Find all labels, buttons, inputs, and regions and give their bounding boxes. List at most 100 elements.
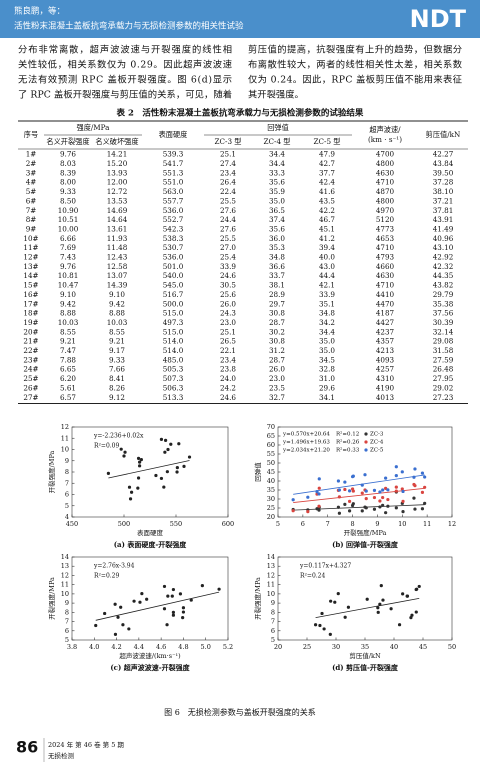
table-cell: 7.66 [109, 365, 125, 374]
scatter-point [347, 509, 352, 513]
table-cell: 43.91 [433, 215, 454, 224]
scatter-point [166, 447, 170, 452]
table-cell: 29.02 [433, 383, 454, 392]
trend-line [293, 504, 425, 511]
table-cell: 9.21 [109, 337, 125, 346]
y-tick-label: 6 [65, 491, 69, 499]
body-line: 其开裂强度。 [248, 89, 304, 101]
table-cell: 34.1 [319, 393, 335, 402]
scatter-point [181, 606, 186, 610]
table-cell: 31.58 [433, 346, 454, 355]
table-cell: 34.4 [269, 159, 285, 168]
scatter-point [363, 473, 367, 477]
table-cell: 530.7 [163, 243, 184, 252]
table-cell: 41.2 [319, 234, 335, 243]
scatter-point [337, 488, 341, 492]
x-tick-label: 35 [361, 643, 369, 651]
scatter-point [381, 495, 385, 500]
scatter-point [178, 592, 183, 596]
scatter-point [94, 623, 98, 628]
table-cell: 43.10 [433, 243, 454, 252]
table-cell: 35.38 [433, 299, 454, 308]
table-cell: 12.00 [107, 178, 128, 187]
y-tick-label: 9 [65, 599, 69, 607]
scatter-point [376, 610, 380, 614]
scatter-point [127, 485, 132, 489]
scatter-point [113, 602, 117, 606]
table-cell: 9.10 [60, 290, 76, 299]
scatter-point [412, 496, 416, 500]
row-label: 6# [26, 196, 37, 205]
y-tick-label: 10 [61, 446, 69, 454]
table-cell: 43.5 [319, 196, 335, 205]
table-cell: 23.0 [220, 318, 236, 327]
table-cell: 8.88 [60, 309, 76, 318]
row-label: 21# [23, 337, 38, 346]
table-cell: 34.8 [319, 309, 335, 318]
table-cell: 42.27 [433, 150, 454, 159]
table-cell: 540.0 [163, 271, 184, 280]
table-cell: 9.12 [109, 393, 125, 402]
scatter-point [164, 438, 168, 442]
y-tick-label: 12 [61, 571, 69, 579]
table-cell: 10.03 [107, 318, 128, 327]
equation: y=0.117x+4.327 [299, 563, 351, 570]
table-cell: 29.08 [433, 337, 454, 346]
y-tick-label: 8 [65, 468, 69, 476]
row-label: 14# [23, 271, 38, 280]
y-tick-label: 10 [61, 590, 69, 598]
table-cell: 9.17 [109, 346, 125, 355]
y-tick-label: 30 [267, 495, 275, 503]
scatter-point [381, 488, 385, 492]
row-label: 11# [23, 243, 38, 252]
table-cell: 9.42 [60, 299, 76, 308]
table-cell: 37.7 [319, 168, 335, 177]
y-tick-label: 50 [267, 459, 275, 467]
legend-marker [364, 432, 368, 436]
r-squared: R²=0.12 [336, 431, 359, 438]
table-cell: 10.51 [58, 215, 79, 224]
scatter-point [360, 509, 364, 513]
row-label: 19# [23, 318, 38, 327]
table-header: 名义破坏强度 [95, 137, 138, 146]
scatter-point [413, 507, 417, 511]
scatter-point [333, 600, 337, 604]
table-cell: 5.61 [60, 383, 76, 392]
table-caption: 表 2 活性粉末混凝土盖板抗弯承载力与无损检测参数的试验结果 [116, 108, 364, 119]
scatter-point [410, 613, 414, 617]
row-label: 24# [23, 365, 38, 374]
r-squared: R²=0.33 [336, 447, 360, 454]
legend-label: ZC-3 [370, 432, 384, 438]
table-cell: 10.47 [58, 281, 79, 290]
body-line: 无法有效预测 RPC 盖板开裂强度。图 6(d)显示 [18, 74, 232, 86]
x-axis-label: 剪压值/kN [349, 651, 381, 660]
table-cell: 29.79 [433, 290, 454, 299]
row-label: 1# [26, 150, 37, 159]
table-cell: 9.76 [60, 150, 76, 159]
scatter-point [364, 489, 368, 493]
table-cell: 32.7 [269, 393, 285, 402]
scatter-point [159, 476, 164, 481]
scatter-point [343, 480, 347, 484]
table-cell: 538.3 [163, 234, 184, 243]
table-cell: 23.4 [220, 355, 236, 364]
y-tick-label: 13 [61, 562, 69, 570]
table-cell: 10.81 [58, 271, 79, 280]
x-tick-label: 8 [351, 520, 355, 528]
equation: y=2.034x+21.20 [282, 448, 330, 454]
table-cell: 541.7 [163, 159, 184, 168]
table-cell: 43.84 [433, 159, 454, 168]
scatter-point [177, 442, 181, 446]
trend-line [95, 591, 220, 621]
table-cell: 33.9 [319, 290, 335, 299]
y-tick-label: 14 [267, 553, 275, 561]
table-cell: 38.1 [269, 281, 285, 290]
scatter-point [116, 615, 120, 619]
scatter-point [306, 495, 310, 499]
table-cell: 36.6 [269, 262, 285, 271]
row-label: 2# [26, 159, 37, 168]
table-cell: 26.4 [220, 178, 236, 187]
table-cell: 24.4 [220, 215, 236, 224]
scatter-point [384, 511, 388, 515]
scatter-point [378, 602, 382, 606]
